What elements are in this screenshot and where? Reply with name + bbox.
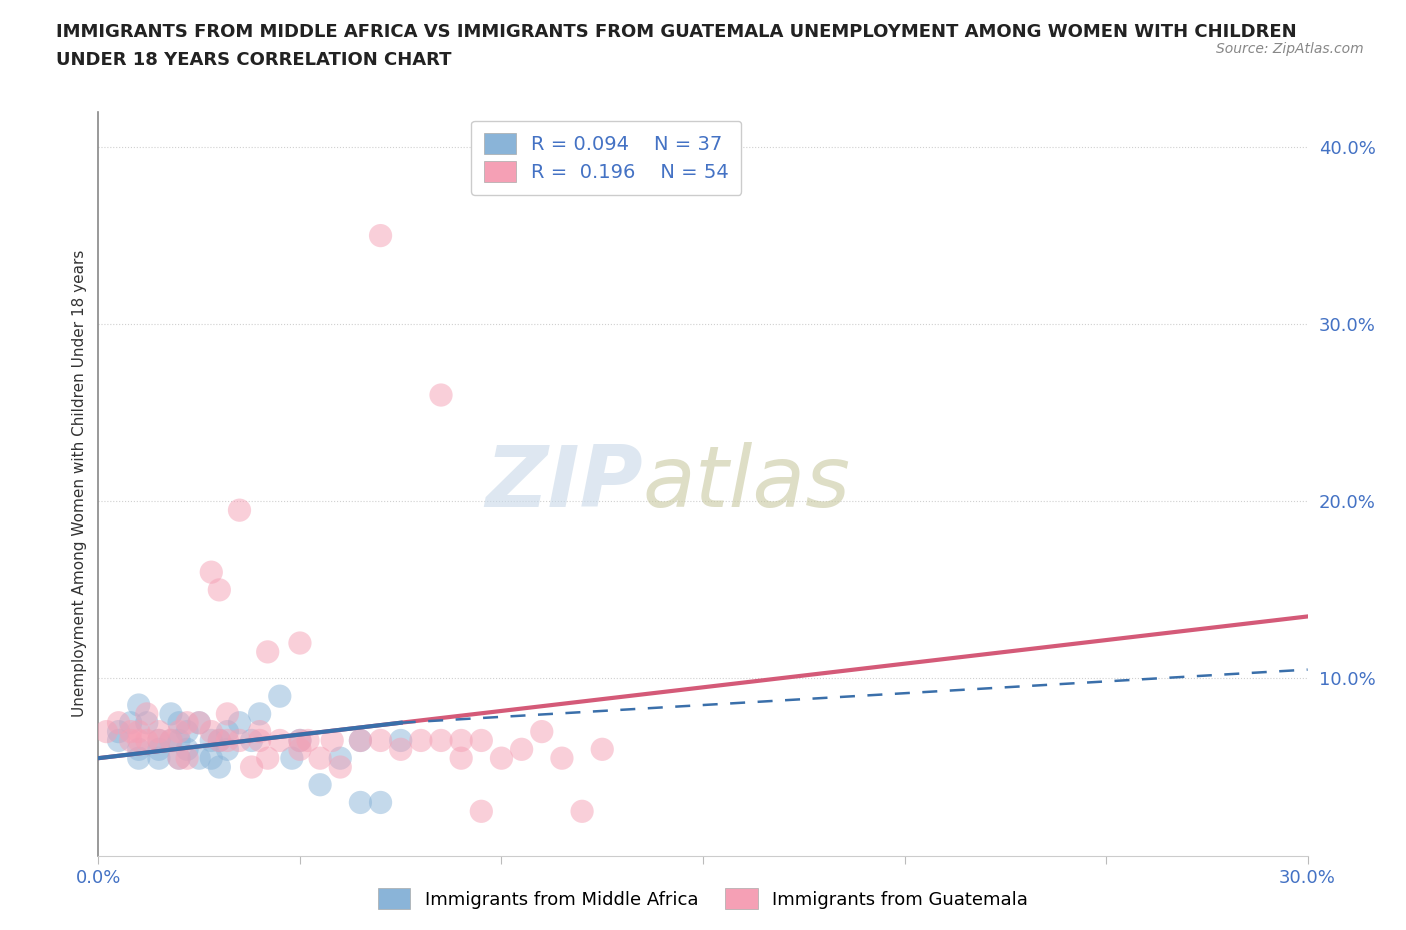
Point bbox=[269, 733, 291, 748]
Point bbox=[228, 733, 250, 748]
Point bbox=[389, 733, 412, 748]
Point bbox=[167, 715, 190, 730]
Point bbox=[135, 707, 157, 722]
Point bbox=[249, 724, 271, 739]
Point bbox=[160, 733, 183, 748]
Point bbox=[321, 733, 343, 748]
Point bbox=[128, 698, 150, 712]
Y-axis label: Unemployment Among Women with Children Under 18 years: Unemployment Among Women with Children U… bbox=[72, 250, 87, 717]
Point bbox=[470, 733, 492, 748]
Text: atlas: atlas bbox=[643, 442, 851, 525]
Point bbox=[288, 635, 311, 650]
Point bbox=[135, 715, 157, 730]
Point bbox=[120, 715, 142, 730]
Point bbox=[167, 724, 190, 739]
Point bbox=[217, 707, 239, 722]
Point bbox=[148, 751, 170, 765]
Legend: Immigrants from Middle Africa, Immigrants from Guatemala: Immigrants from Middle Africa, Immigrant… bbox=[371, 881, 1035, 916]
Point bbox=[200, 565, 222, 579]
Point bbox=[188, 715, 211, 730]
Point bbox=[120, 724, 142, 739]
Point bbox=[148, 742, 170, 757]
Text: ZIP: ZIP bbox=[485, 442, 643, 525]
Point bbox=[167, 733, 190, 748]
Point bbox=[349, 795, 371, 810]
Point bbox=[228, 715, 250, 730]
Point bbox=[288, 742, 311, 757]
Point bbox=[176, 742, 198, 757]
Point bbox=[167, 751, 190, 765]
Point bbox=[249, 733, 271, 748]
Point bbox=[148, 733, 170, 748]
Point bbox=[551, 751, 574, 765]
Text: IMMIGRANTS FROM MIDDLE AFRICA VS IMMIGRANTS FROM GUATEMALA UNEMPLOYMENT AMONG WO: IMMIGRANTS FROM MIDDLE AFRICA VS IMMIGRA… bbox=[56, 23, 1296, 41]
Point bbox=[217, 724, 239, 739]
Point bbox=[148, 724, 170, 739]
Point bbox=[288, 733, 311, 748]
Point bbox=[450, 751, 472, 765]
Point bbox=[120, 733, 142, 748]
Point bbox=[176, 724, 198, 739]
Point bbox=[176, 751, 198, 765]
Point bbox=[167, 751, 190, 765]
Point bbox=[370, 733, 392, 748]
Point bbox=[107, 724, 129, 739]
Text: Source: ZipAtlas.com: Source: ZipAtlas.com bbox=[1216, 42, 1364, 56]
Point bbox=[491, 751, 513, 765]
Point bbox=[389, 742, 412, 757]
Point bbox=[591, 742, 613, 757]
Point bbox=[288, 733, 311, 748]
Point bbox=[571, 804, 593, 818]
Point bbox=[96, 724, 118, 739]
Text: UNDER 18 YEARS CORRELATION CHART: UNDER 18 YEARS CORRELATION CHART bbox=[56, 51, 451, 69]
Point bbox=[176, 715, 198, 730]
Point bbox=[128, 733, 150, 748]
Point bbox=[107, 715, 129, 730]
Legend: R = 0.094    N = 37, R =  0.196    N = 54: R = 0.094 N = 37, R = 0.196 N = 54 bbox=[471, 121, 741, 195]
Point bbox=[228, 503, 250, 518]
Point bbox=[309, 751, 332, 765]
Point bbox=[128, 742, 150, 757]
Point bbox=[329, 760, 352, 775]
Point bbox=[370, 795, 392, 810]
Point bbox=[148, 733, 170, 748]
Point bbox=[160, 733, 183, 748]
Point bbox=[349, 733, 371, 748]
Point bbox=[450, 733, 472, 748]
Point bbox=[470, 804, 492, 818]
Point bbox=[135, 733, 157, 748]
Point bbox=[349, 733, 371, 748]
Point bbox=[188, 715, 211, 730]
Point bbox=[208, 760, 231, 775]
Point bbox=[249, 707, 271, 722]
Point bbox=[200, 751, 222, 765]
Point bbox=[200, 733, 222, 748]
Point bbox=[430, 733, 453, 748]
Point bbox=[217, 742, 239, 757]
Point bbox=[208, 733, 231, 748]
Point bbox=[217, 733, 239, 748]
Point bbox=[256, 644, 278, 659]
Point bbox=[256, 751, 278, 765]
Point bbox=[430, 388, 453, 403]
Point bbox=[208, 582, 231, 597]
Point bbox=[409, 733, 432, 748]
Point bbox=[200, 724, 222, 739]
Point bbox=[208, 733, 231, 748]
Point bbox=[128, 724, 150, 739]
Point bbox=[510, 742, 533, 757]
Point bbox=[269, 689, 291, 704]
Point bbox=[188, 751, 211, 765]
Point bbox=[281, 751, 304, 765]
Point bbox=[530, 724, 553, 739]
Point bbox=[128, 751, 150, 765]
Point bbox=[297, 733, 319, 748]
Point bbox=[329, 751, 352, 765]
Point bbox=[370, 228, 392, 243]
Point bbox=[107, 733, 129, 748]
Point bbox=[240, 733, 263, 748]
Point bbox=[240, 760, 263, 775]
Point bbox=[309, 777, 332, 792]
Point bbox=[160, 707, 183, 722]
